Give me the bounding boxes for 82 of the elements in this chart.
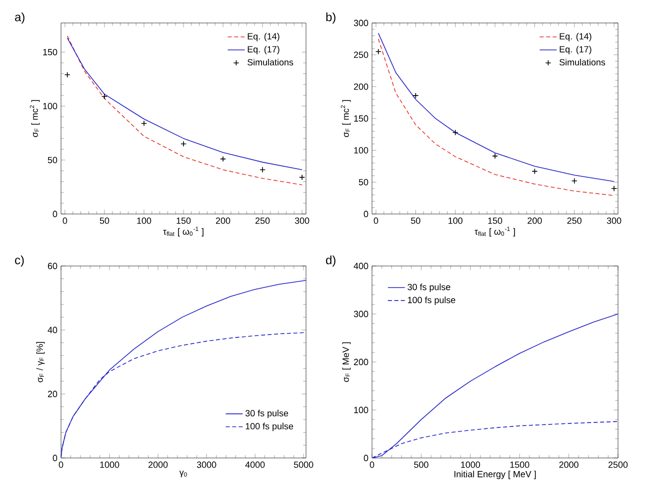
- chart-title: b): [326, 12, 336, 24]
- point: [101, 93, 108, 100]
- legend-label: 100 fs pulse: [246, 422, 294, 432]
- x-tick-label: 50: [411, 218, 420, 224]
- x-tick-label: 250: [256, 218, 270, 224]
- legend-label: Simulations: [248, 58, 294, 66]
- point: [64, 72, 70, 78]
- point: [220, 156, 226, 162]
- x-tick-label: 3000: [196, 462, 216, 468]
- x-tick-label: 0: [58, 462, 64, 468]
- x-tick-label: 300: [294, 218, 310, 224]
- legend-label: Eq. (17): [560, 46, 592, 54]
- x-tick-label: 200: [528, 218, 542, 224]
- y-tick-label: 100: [354, 406, 368, 414]
- x-tick-label: 1500: [510, 462, 530, 468]
- y-tick-label: 250: [354, 52, 368, 58]
- y-tick-label: 150: [354, 115, 368, 122]
- legend-label: Eq. (14): [248, 32, 280, 42]
- x-tick-label: 2000: [148, 462, 168, 468]
- x-axis-title: τ$_{flat}$ [ ω$_{0}$$^{-1}$ ]: [163, 226, 204, 236]
- x-tick-label: 100: [448, 218, 462, 224]
- y-axis-title: σ$_{F}$ [ MeV ]: [342, 342, 351, 382]
- y-axis-title: σ$_{F}$ / γ$_{F}$ [%]: [36, 342, 45, 382]
- x-tick-label: 0: [62, 218, 68, 224]
- y-tick-label: 300: [354, 310, 368, 318]
- point: [532, 168, 538, 174]
- y-tick-label: 0: [52, 210, 58, 218]
- point: [141, 120, 147, 126]
- y-axis-title: σ$_{F}$ [ mc$^{2}$ ]: [340, 100, 351, 138]
- y-tick-label: 0: [364, 210, 368, 218]
- point: [299, 174, 306, 180]
- x-axis-title: γ$_{0}$: [179, 470, 187, 478]
- x-tick-label: 150: [488, 218, 502, 224]
- x-axis-title: τ$_{flat}$ [ ω$_{0}$$^{-1}$ ]: [474, 226, 515, 236]
- y-tick-label: 60: [48, 262, 58, 270]
- point: [260, 166, 266, 173]
- x-tick-label: 2500: [608, 462, 628, 468]
- x-tick-label: 1000: [100, 462, 120, 468]
- y-tick-label: 150: [43, 48, 58, 56]
- y-tick-label: 100: [43, 102, 58, 110]
- y-tick-label: 200: [354, 83, 368, 90]
- y-tick-label: 200: [354, 358, 368, 366]
- x-tick-label: 0: [374, 218, 378, 224]
- y-tick-label: 0: [52, 454, 58, 462]
- y-tick-label: 50: [48, 156, 58, 164]
- x-tick-label: 0: [370, 462, 374, 468]
- x-axis-title: Initial Energy [ MeV ]: [454, 470, 536, 480]
- point: [492, 153, 498, 160]
- x-tick-label: 250: [567, 218, 582, 224]
- x-tick-label: 2000: [559, 462, 578, 468]
- legend-label: Simulations: [560, 58, 606, 66]
- y-axis-title: σ$_{F}$ [ mc$^{2}$ ]: [30, 100, 40, 138]
- x-tick-label: 500: [414, 462, 428, 468]
- point: [571, 178, 578, 184]
- point: [611, 186, 618, 192]
- y-tick-label: 400: [354, 262, 368, 270]
- y-tick-label: 300: [354, 20, 368, 26]
- x-tick-label: 5000: [294, 462, 314, 468]
- legend-label: 30 fs pulse: [245, 410, 288, 418]
- y-tick-label: 20: [48, 390, 58, 398]
- y-tick-label: 0: [364, 454, 368, 462]
- y-tick-label: 100: [354, 147, 368, 154]
- point: [412, 92, 419, 99]
- x-tick-label: 200: [216, 218, 230, 224]
- x-tick-label: 100: [137, 218, 152, 224]
- point: [180, 140, 186, 147]
- point: [452, 130, 458, 136]
- chart-title: d): [326, 256, 336, 267]
- y-tick-label: 50: [358, 178, 368, 186]
- x-tick-label: 50: [100, 218, 110, 224]
- point: [375, 48, 382, 55]
- x-tick-label: 4000: [245, 462, 265, 468]
- y-tick-label: 40: [48, 326, 58, 334]
- legend-label: 30 fs pulse: [408, 284, 450, 292]
- chart-title: a): [15, 12, 24, 24]
- x-tick-label: 1000: [461, 462, 480, 468]
- legend-label: 100 fs pulse: [408, 296, 456, 305]
- legend-label: Eq. (17): [248, 46, 280, 54]
- legend-label: Eq. (14): [560, 32, 592, 42]
- x-tick-label: 300: [606, 218, 622, 224]
- x-tick-label: 150: [176, 218, 191, 224]
- chart-title: c): [15, 256, 24, 267]
